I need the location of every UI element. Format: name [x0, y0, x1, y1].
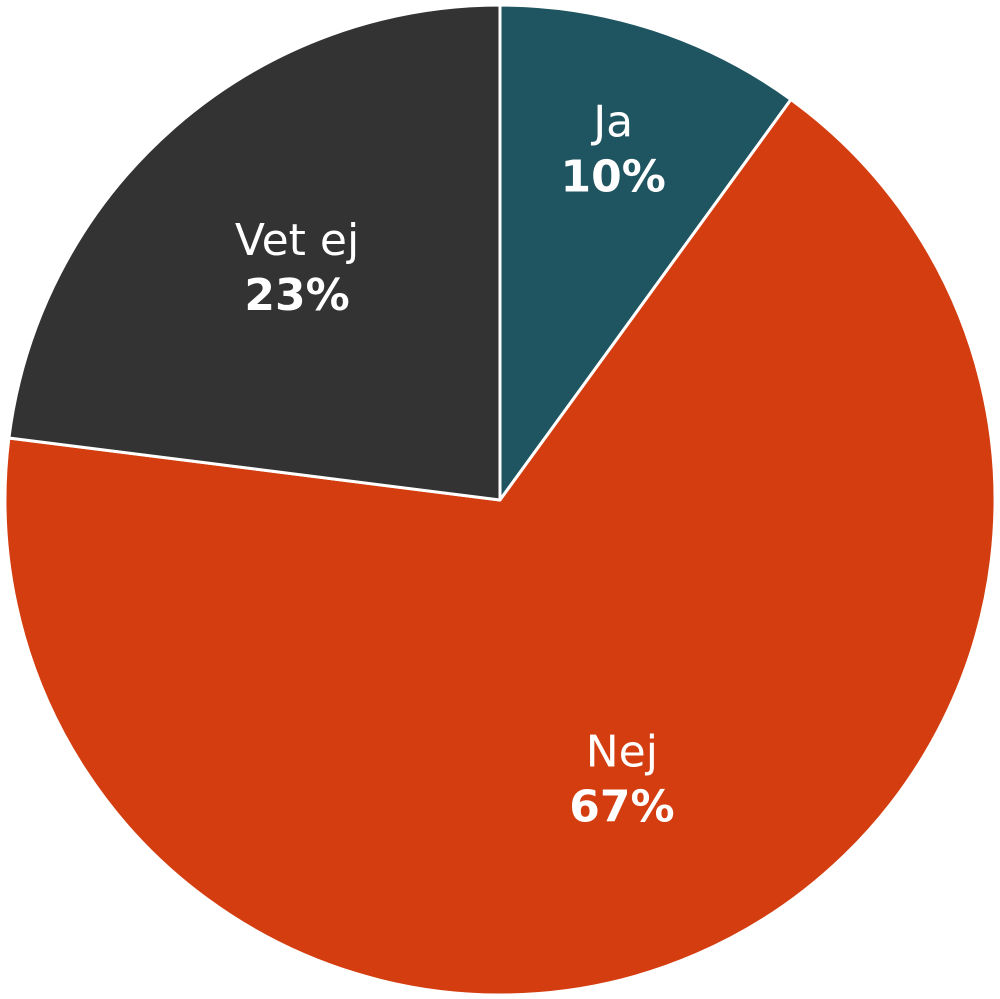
- value-label: 10%: [561, 152, 666, 203]
- slice-label: Vet ej: [235, 215, 359, 266]
- pie-slice: [498, 3, 793, 502]
- pie-slice: [3, 98, 997, 997]
- value-label: 67%: [569, 782, 674, 833]
- slice-label: Nej: [586, 727, 658, 778]
- value-label: 23%: [244, 270, 349, 321]
- slice-label: Ja: [590, 97, 633, 148]
- pie-slice: [7, 3, 502, 502]
